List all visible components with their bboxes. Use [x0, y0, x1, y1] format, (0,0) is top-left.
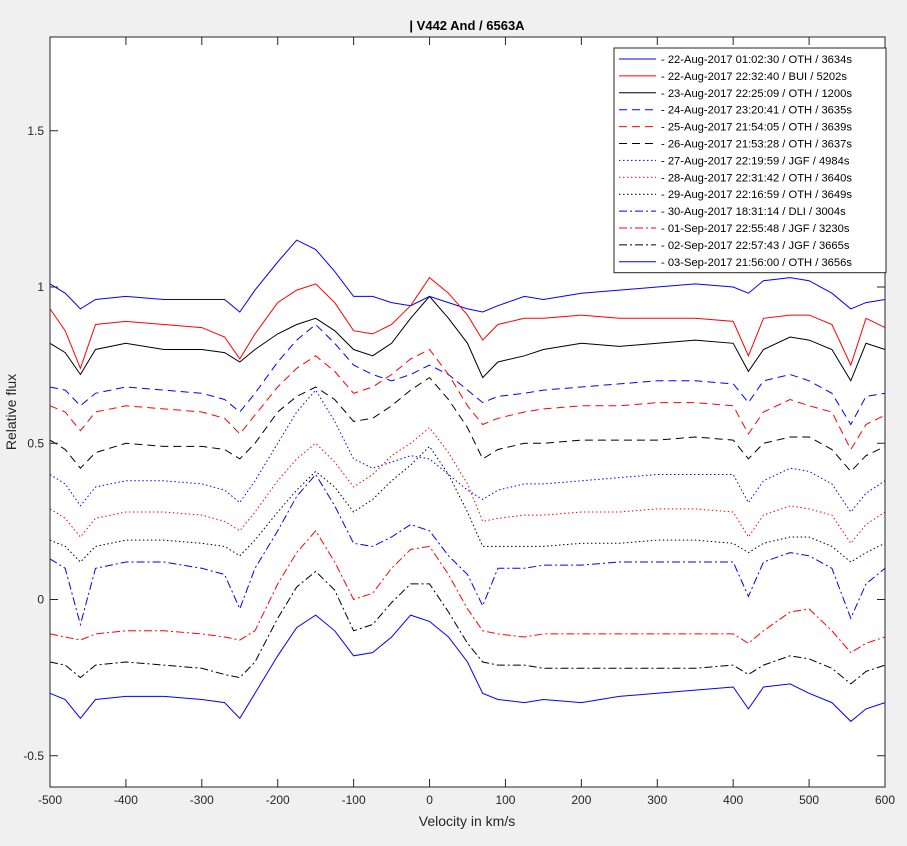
series-line-8 [49, 426, 886, 545]
x-tick-label: -500 [38, 793, 62, 807]
x-tick-label: -100 [342, 793, 366, 807]
y-tick-label: 1 [37, 280, 44, 294]
y-tick-label: -0.5 [23, 749, 44, 763]
x-tick-label: 300 [647, 793, 667, 807]
series-line-13 [49, 614, 886, 723]
legend-entry: - 30-Aug-2017 18:31:14 / DLI / 3004s [661, 206, 846, 218]
plot-frame [49, 36, 886, 788]
y-tick-label: 0 [37, 593, 44, 607]
series-line-2 [49, 276, 886, 370]
legend-entry: - 01-Sep-2017 22:55:48 / JGF / 3230s [661, 223, 850, 235]
x-axis-label: Velocity in km/s [419, 813, 515, 829]
y-axis-label: Relative flux [3, 374, 19, 450]
ticks-layer: -500 -400 -300 -200 -100 0 100 200 300 400 500 600 -… [23, 37, 895, 807]
legend-entry: - 02-Sep-2017 22:57:43 / JGF / 3665s [661, 240, 850, 252]
x-tick-label: 600 [875, 793, 895, 807]
legend-entry: - 03-Sep-2017 21:56:00 / OTH / 3656s [661, 257, 852, 269]
series-line-3 [49, 295, 886, 382]
legend-entry: - 24-Aug-2017 23:20:41 / OTH / 3635s [661, 105, 852, 117]
series-line-7 [49, 389, 886, 513]
legend-entry: - 26-Aug-2017 21:53:28 / OTH / 3637s [661, 139, 852, 151]
x-tick-label: 200 [571, 793, 591, 807]
legend-entry: - 27-Aug-2017 22:19:59 / JGF / 4984s [661, 155, 850, 167]
series-line-12 [49, 570, 886, 685]
chart-title: | V442 And / 6563A [409, 18, 525, 33]
legend-entry: - 28-Aug-2017 22:31:42 / OTH / 3640s [661, 172, 852, 184]
y-tick-label: 1.5 [27, 124, 44, 138]
x-tick-label: 0 [426, 793, 433, 807]
series-line-6 [49, 376, 886, 473]
legend: - 22-Aug-2017 01:02:30 / OTH / 3634s - 22… [613, 47, 887, 274]
x-tick-label: -400 [114, 793, 138, 807]
x-tick-label: 500 [799, 793, 819, 807]
series-line-10 [49, 473, 886, 627]
x-tick-label: -200 [266, 793, 290, 807]
series-layer [49, 239, 886, 723]
legend-entry: - 25-Aug-2017 21:54:05 / OTH / 3639s [661, 122, 852, 134]
x-tick-label: -300 [190, 793, 214, 807]
x-tick-label: 100 [495, 793, 515, 807]
series-line-5 [49, 348, 886, 451]
series-line-1 [49, 239, 886, 313]
legend-entry: - 22-Aug-2017 01:02:30 / OTH / 3634s [661, 54, 852, 66]
series-line-4 [49, 323, 886, 426]
legend-entry: - 22-Aug-2017 22:32:40 / BUI / 5202s [661, 71, 847, 83]
legend-box [613, 47, 887, 274]
y-tick-label: 0.5 [27, 436, 44, 450]
legend-entry: - 29-Aug-2017 22:16:59 / OTH / 3649s [661, 189, 852, 201]
x-tick-label: 400 [723, 793, 743, 807]
legend-entry: - 23-Aug-2017 22:25:09 / OTH / 1200s [661, 88, 852, 100]
